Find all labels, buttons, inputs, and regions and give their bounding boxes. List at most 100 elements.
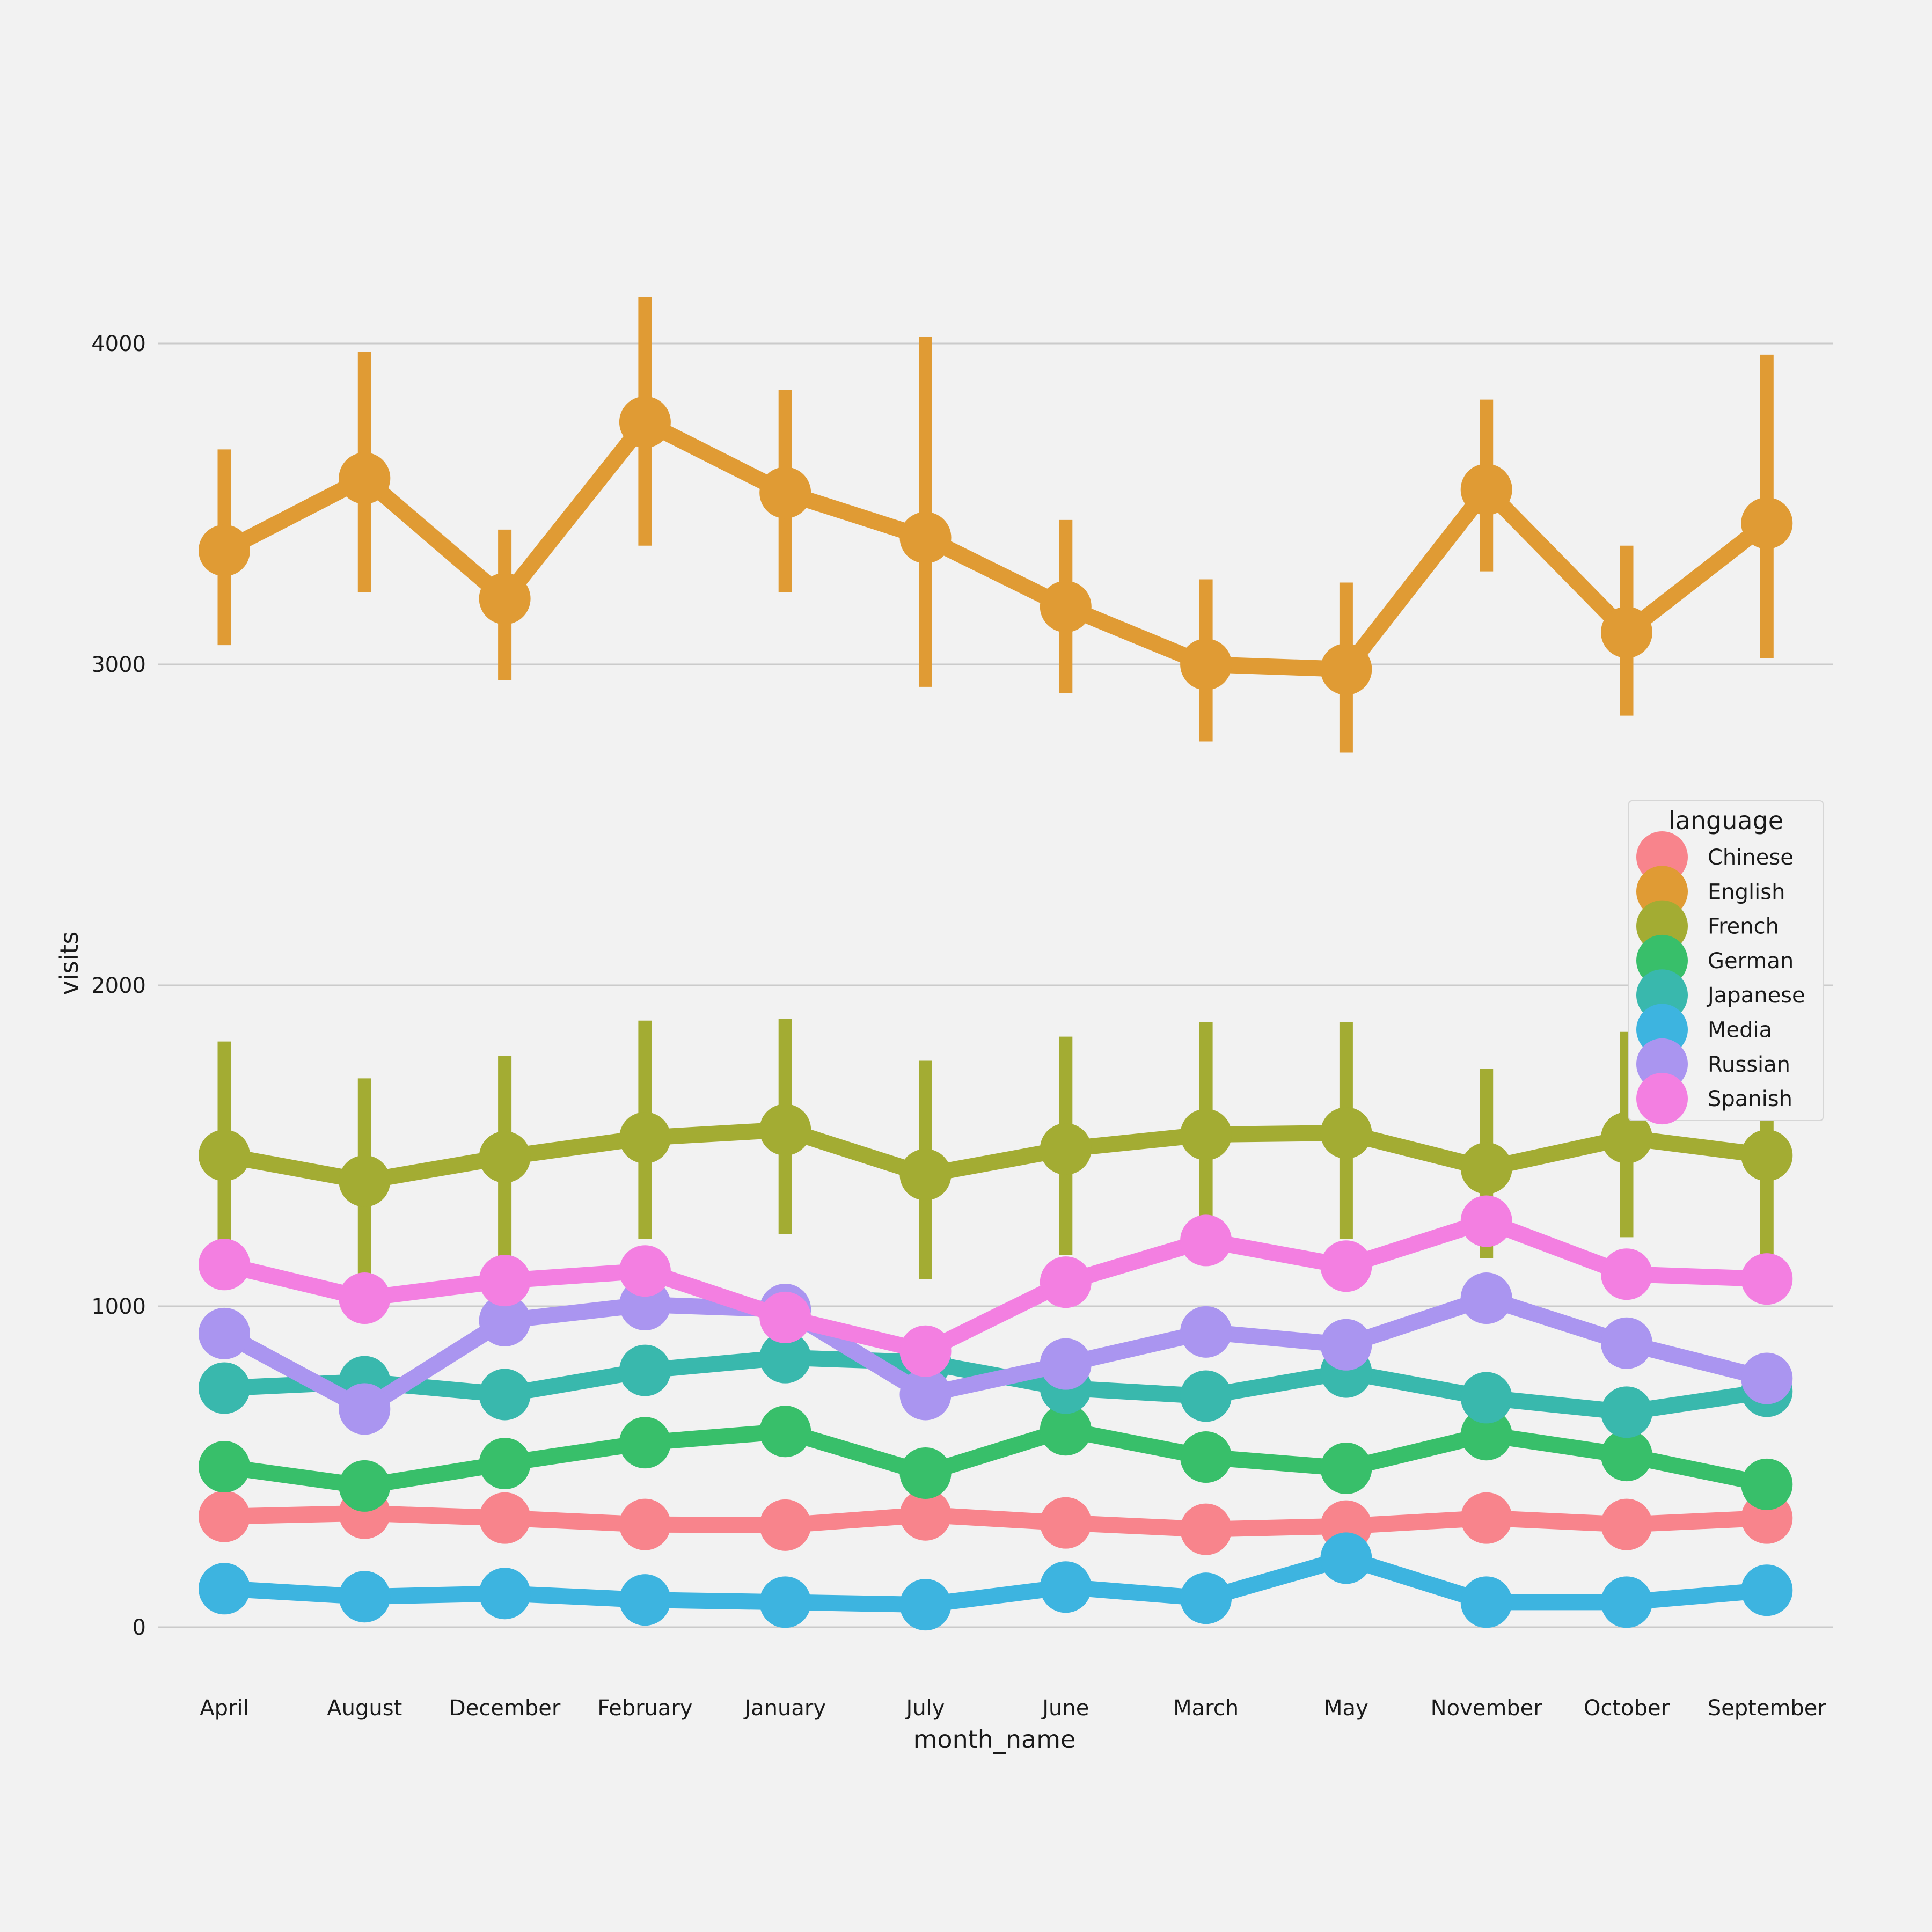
point-french-march [1180, 1109, 1232, 1161]
y-tick-label: 2000 [91, 974, 146, 998]
x-tick-label-october: October [1584, 1696, 1670, 1721]
x-axis-ticks: April August December February January July Ju… [200, 1696, 1826, 1721]
point-chinese-february [619, 1498, 671, 1550]
point-russian-august [339, 1383, 391, 1435]
legend-label-spanish: Spanish [1708, 1087, 1792, 1111]
point-chinese-april [199, 1490, 250, 1542]
point-spanish-march [1180, 1214, 1232, 1267]
point-japanese-april [199, 1362, 250, 1414]
x-tick-label-april: April [200, 1696, 248, 1721]
point-spanish-may [1320, 1240, 1372, 1292]
point-japanese-january [759, 1331, 811, 1384]
x-tick-label-december: December [449, 1696, 561, 1721]
point-japanese-october [1601, 1386, 1652, 1438]
series-line-english [221, 414, 1772, 677]
point-english-may [1320, 643, 1372, 695]
point-russian-march [1180, 1306, 1232, 1358]
point-spanish-august [339, 1272, 391, 1324]
point-japanese-november [1460, 1372, 1512, 1424]
point-russian-november [1460, 1272, 1512, 1324]
point-media-april [199, 1563, 250, 1615]
series-chinese [199, 1487, 1793, 1555]
point-russian-july [899, 1368, 952, 1421]
point-english-july [899, 511, 952, 564]
point-english-september [1741, 497, 1793, 549]
series-line-spanish [222, 1213, 1767, 1359]
series-line-german [223, 1422, 1769, 1494]
point-english-december [479, 573, 531, 625]
point-german-december [479, 1438, 531, 1490]
legend-label-japanese: Japanese [1706, 983, 1805, 1008]
point-japanese-february [619, 1344, 671, 1396]
point-media-june [1040, 1561, 1092, 1613]
point-chinese-july [899, 1489, 952, 1541]
legend-items: Chinese English French German Japanese Media R… [1636, 831, 1805, 1125]
point-german-february [619, 1417, 671, 1469]
x-tick-label-january: January [743, 1696, 826, 1721]
point-english-february [619, 396, 671, 448]
point-media-august [339, 1571, 391, 1623]
point-spanish-april [199, 1239, 250, 1291]
point-chinese-november [1460, 1492, 1512, 1544]
point-media-october [1601, 1576, 1652, 1628]
point-russian-september [1741, 1352, 1793, 1404]
point-french-january [759, 1104, 811, 1156]
series-line-media [224, 1550, 1768, 1613]
point-german-april [199, 1441, 250, 1492]
point-russian-june [1040, 1338, 1092, 1390]
point-french-february [619, 1112, 671, 1164]
point-french-december [479, 1131, 531, 1183]
point-russian-october [1601, 1317, 1652, 1369]
series-line-chinese [224, 1505, 1767, 1538]
point-chinese-january [759, 1499, 811, 1551]
point-media-november [1460, 1576, 1512, 1628]
series-spanish [199, 1195, 1793, 1377]
y-tick-label: 0 [133, 1615, 146, 1640]
point-media-february [619, 1574, 671, 1626]
point-french-august [339, 1155, 391, 1207]
series-french [199, 1019, 1793, 1281]
y-tick-label: 4000 [91, 332, 146, 356]
point-french-november [1460, 1142, 1512, 1194]
point-japanese-march [1180, 1370, 1232, 1422]
point-french-july [899, 1148, 952, 1201]
y-tick-label: 3000 [91, 653, 146, 677]
x-tick-label-march: March [1173, 1696, 1239, 1721]
legend: language Chinese English French German Japan… [1628, 800, 1824, 1125]
x-tick-label-june: June [1041, 1696, 1089, 1721]
point-french-september [1741, 1129, 1793, 1181]
point-chinese-march [1180, 1503, 1232, 1555]
series-media [199, 1532, 1793, 1631]
point-german-may [1320, 1442, 1372, 1494]
point-german-march [1180, 1431, 1232, 1483]
series-line-french [223, 1122, 1768, 1189]
point-japanese-december [479, 1368, 531, 1421]
x-axis-label: month_name [913, 1725, 1076, 1754]
x-tick-label-february: February [597, 1696, 692, 1721]
point-chinese-december [479, 1492, 531, 1544]
point-media-september [1741, 1564, 1793, 1616]
legend-label-russian: Russian [1708, 1052, 1790, 1077]
point-french-may [1320, 1107, 1372, 1159]
point-russian-december [479, 1294, 531, 1346]
legend-label-media: Media [1708, 1018, 1772, 1043]
point-german-january [759, 1406, 811, 1458]
y-tick-label: 1000 [91, 1294, 146, 1319]
legend-label-french: French [1708, 914, 1779, 939]
legend-marker-spanish [1636, 1073, 1688, 1125]
x-tick-label-november: November [1431, 1696, 1543, 1721]
point-french-october [1601, 1112, 1652, 1164]
point-german-august [339, 1460, 391, 1512]
point-german-june [1040, 1404, 1092, 1456]
point-media-may [1320, 1532, 1372, 1584]
point-english-june [1040, 581, 1092, 633]
gridlines [158, 342, 1833, 1628]
series-german [199, 1404, 1793, 1512]
point-english-april [199, 524, 250, 576]
point-english-march [1180, 639, 1232, 690]
point-media-january [759, 1576, 811, 1628]
x-tick-label-september: September [1708, 1696, 1827, 1721]
legend-label-chinese: Chinese [1708, 845, 1794, 870]
series-layer [199, 297, 1793, 1631]
